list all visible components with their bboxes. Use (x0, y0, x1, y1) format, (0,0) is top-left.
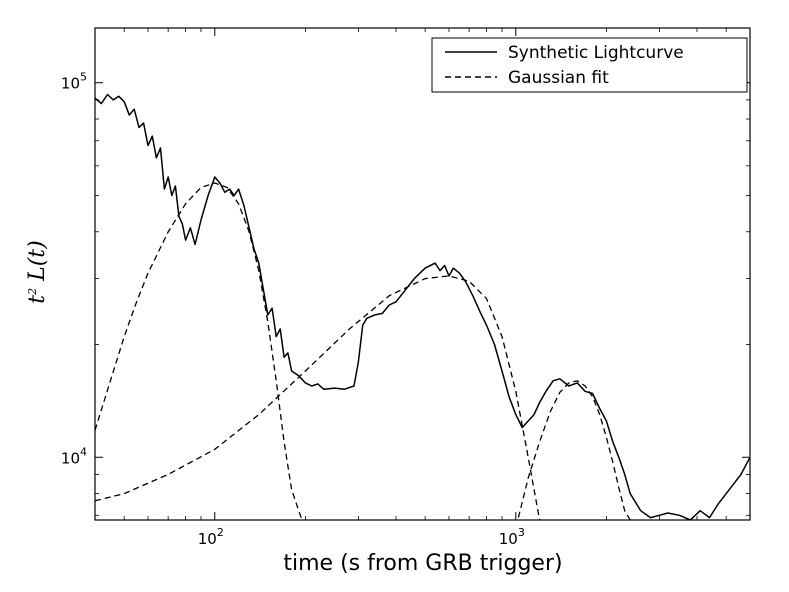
tick-labels: 102 103 104 105 (61, 71, 525, 548)
legend-label-synthetic-lightcurve: Synthetic Lightcurve (508, 43, 684, 63)
legend: Synthetic Lightcurve Gaussian fit (431, 37, 748, 93)
tick-marks (94, 28, 751, 520)
series-gaussian-fit-component-2 (95, 275, 541, 520)
chart-lines (95, 93, 750, 520)
y-tick-label: 104 (61, 445, 87, 467)
x-tick-label: 103 (499, 526, 525, 548)
y-axis-label: t2 L(t) (25, 240, 50, 303)
x-tick-label: 102 (198, 526, 224, 548)
y-tick-label: 105 (61, 71, 87, 93)
x-axis-label: time (s from GRB trigger) (283, 551, 562, 576)
series-synthetic-lightcurve (95, 93, 750, 520)
axes-frame (94, 27, 751, 521)
legend-box (431, 37, 748, 93)
legend-label-gaussian-fit: Gaussian fit (508, 68, 609, 88)
series-gaussian-fit-component-1 (95, 182, 303, 520)
series-gaussian-fit-component-3 (517, 380, 631, 520)
